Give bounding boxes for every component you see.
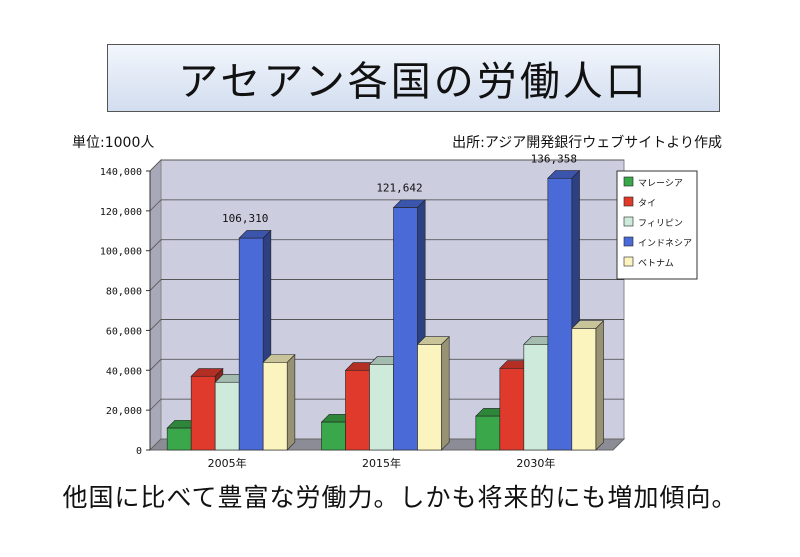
data-label: 121,642 bbox=[376, 182, 422, 195]
x-tick-label: 2015年 bbox=[362, 456, 401, 470]
bar bbox=[571, 328, 597, 451]
bar bbox=[393, 207, 418, 451]
bar bbox=[214, 381, 240, 451]
gridline-side bbox=[149, 199, 162, 212]
bar bbox=[547, 177, 573, 451]
bar bbox=[417, 344, 442, 451]
legend-swatch bbox=[623, 176, 634, 187]
bar bbox=[321, 421, 346, 451]
bar-side bbox=[595, 320, 604, 451]
legend-label: インドネシア bbox=[638, 238, 692, 249]
x-tick-label: 2030年 bbox=[516, 456, 555, 470]
y-tick-label: 0 bbox=[136, 446, 142, 457]
data-label: 136,358 bbox=[531, 152, 577, 165]
y-tick-label: 120,000 bbox=[100, 207, 142, 218]
bar bbox=[238, 237, 264, 451]
y-tick-label: 100,000 bbox=[100, 247, 142, 258]
legend-swatch bbox=[623, 196, 634, 207]
bar bbox=[475, 415, 501, 451]
legend-swatch bbox=[623, 216, 634, 227]
gridline-side bbox=[149, 159, 162, 172]
y-tick-label: 60,000 bbox=[106, 326, 142, 337]
x-tick-label: 2005年 bbox=[208, 456, 247, 470]
bar bbox=[523, 344, 549, 451]
title-banner: アセアン各国の労働人口 bbox=[107, 44, 720, 112]
bar bbox=[262, 362, 288, 451]
bar-side bbox=[286, 353, 296, 451]
plot-side-wall bbox=[149, 158, 162, 452]
bar bbox=[499, 367, 525, 451]
legend-label: フィリピン bbox=[638, 218, 683, 229]
y-tick-label: 20,000 bbox=[106, 406, 142, 417]
bar bbox=[369, 364, 394, 451]
gridline-side bbox=[149, 359, 162, 371]
bar bbox=[345, 369, 370, 451]
bar bbox=[166, 427, 192, 451]
data-label: 106,310 bbox=[222, 212, 268, 225]
y-tick-label: 40,000 bbox=[106, 366, 142, 377]
legend-label: マレーシア bbox=[638, 179, 683, 189]
gridline-side bbox=[149, 279, 162, 291]
caption: 他国に比べて豊富な労働力。しかも将来的にも増加傾向。 bbox=[62, 483, 738, 512]
y-tick-label: 80,000 bbox=[106, 287, 142, 298]
source-note: 出所:アジア開発銀行ウェブサイトより作成 bbox=[452, 135, 722, 151]
legend-swatch bbox=[623, 256, 634, 267]
legend-label: タイ bbox=[638, 198, 656, 209]
y-tick-label: 140,000 bbox=[100, 167, 142, 178]
legend-swatch bbox=[623, 236, 634, 247]
gridline-side bbox=[149, 319, 162, 331]
unit-note: 単位:1000人 bbox=[72, 135, 155, 151]
chart-title: アセアン各国の労働人口 bbox=[178, 59, 649, 105]
gridline-side bbox=[149, 239, 162, 251]
bar bbox=[190, 375, 216, 451]
gridline-side bbox=[149, 398, 162, 411]
bar-side bbox=[441, 335, 450, 451]
legend-label: ベトナム bbox=[638, 258, 674, 269]
